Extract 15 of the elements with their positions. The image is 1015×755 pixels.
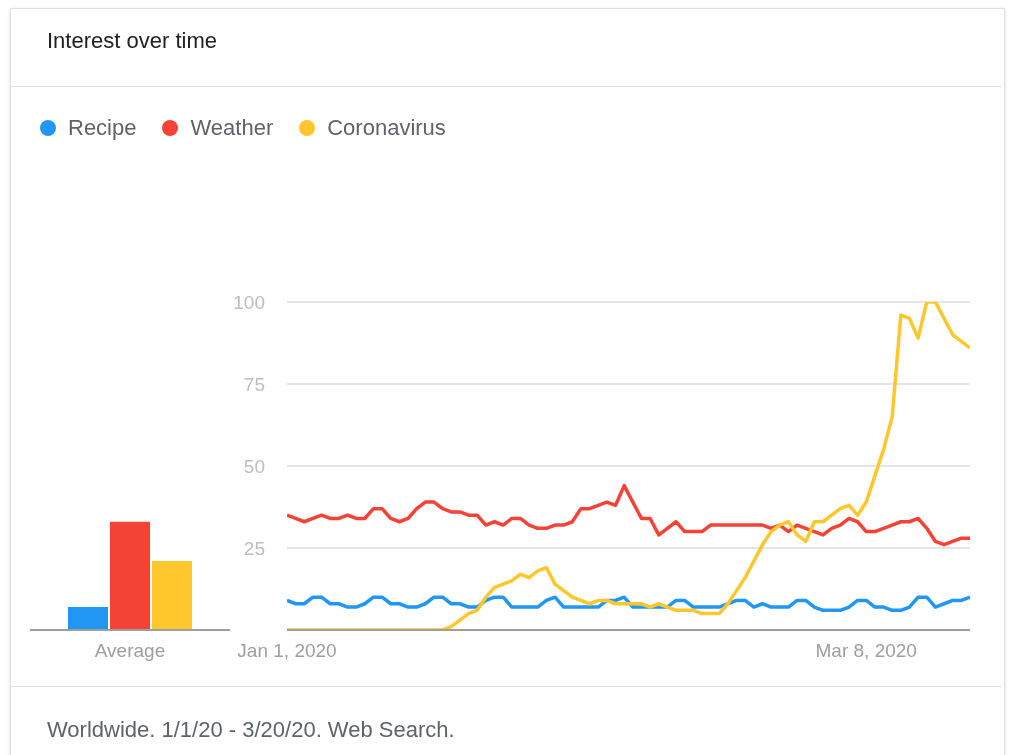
legend-label: Recipe (68, 115, 137, 141)
y-tick-label: 50 (243, 455, 265, 477)
line-series (287, 483, 970, 547)
legend-label: Weather (190, 115, 274, 141)
x-tick-label: Jan 1, 2020 (237, 640, 337, 662)
y-tick-label: 75 (243, 373, 265, 395)
chart-title: Interest over time (47, 28, 217, 54)
legend-label: Coronavirus (327, 115, 446, 141)
y-tick-label: 25 (243, 537, 265, 559)
line-series (287, 595, 970, 613)
x-tick-label: Average (94, 640, 166, 662)
y-tick-label: 100 (233, 291, 265, 313)
x-tick-label: Mar 8, 2020 (815, 640, 917, 662)
text: Worldwide. 1/1/20 - 3/20/20. Web Search. (47, 717, 455, 743)
line-series (287, 302, 970, 630)
